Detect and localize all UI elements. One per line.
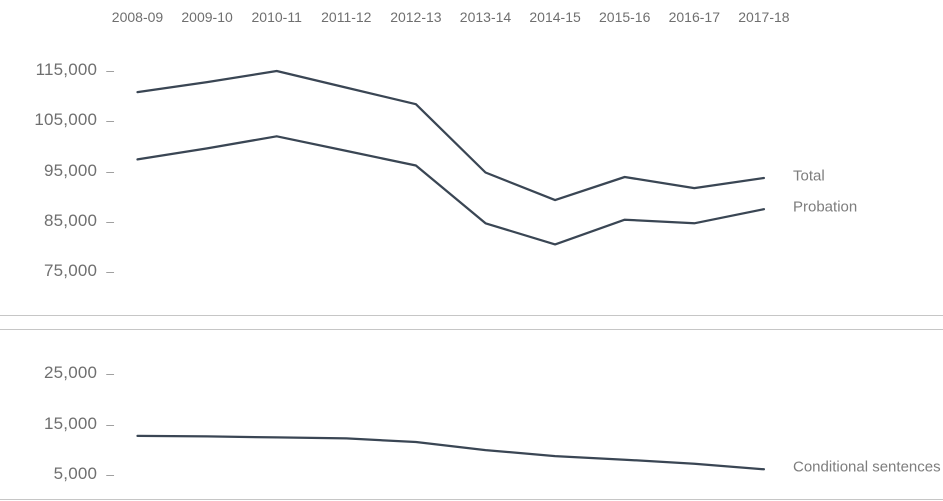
- x-axis-label: 2016-17: [668, 9, 720, 25]
- x-axis-label: 2013-14: [459, 9, 512, 25]
- y-axis-tick: 85,000–: [0, 211, 114, 231]
- y-axis-tick: 15,000–: [0, 414, 114, 434]
- x-axis-label: 2012-13: [390, 9, 442, 25]
- series-line-total: [136, 69, 766, 202]
- y-axis-tick-label: 5,000: [53, 464, 98, 484]
- x-axis-label: 2014-15: [529, 9, 581, 25]
- y-axis-tick-label: 75,000: [44, 261, 98, 280]
- y-axis-tick-mark: –: [106, 466, 114, 483]
- series-label-conditional-sentences: Conditional sentences: [793, 458, 941, 476]
- y-axis-tick: 115,000–: [0, 60, 114, 80]
- y-axis-tick: 95,000–: [0, 161, 114, 181]
- y-axis-tick: 105,000–: [0, 110, 114, 130]
- x-axis-label: 2015-16: [598, 9, 651, 25]
- x-axis-label: 2017-18: [738, 9, 790, 25]
- y-axis-tick-mark: –: [106, 212, 114, 229]
- panel-divider-line-upper: [0, 315, 943, 317]
- series-label-total: Total: [793, 167, 825, 185]
- y-axis-tick-label: 105,000: [34, 110, 98, 130]
- y-axis-tick-mark: –: [106, 365, 114, 382]
- y-axis-tick-mark: –: [106, 263, 114, 279]
- y-axis-tick-mark: –: [106, 62, 114, 78]
- y-axis-tick-label: 15,000: [44, 413, 98, 433]
- x-axis-label: 2010-11: [251, 9, 302, 25]
- x-axis-label: 2008-09: [111, 9, 164, 25]
- y-axis-tick: 25,000–: [0, 363, 114, 383]
- bottom-edge-line: [0, 499, 943, 501]
- panel-divider-line-lower: [0, 329, 943, 331]
- y-axis-tick-label: 95,000: [44, 160, 98, 180]
- series-line-probation: [136, 135, 766, 246]
- y-axis-tick-label: 85,000: [44, 210, 98, 230]
- y-axis-tick-label: 25,000: [44, 363, 98, 383]
- y-axis-tick-mark: –: [106, 415, 114, 432]
- y-axis-tick-mark: –: [106, 112, 114, 129]
- series-line-conditional-sentences: [136, 434, 766, 471]
- y-axis-tick-mark: –: [106, 162, 114, 179]
- y-axis-tick-label: 115,000: [35, 60, 98, 79]
- y-axis-tick: 75,000–: [0, 261, 114, 281]
- x-axis-label: 2011-12: [321, 9, 372, 25]
- x-axis-label: 2009-10: [181, 9, 233, 25]
- series-label-probation: Probation: [793, 198, 858, 216]
- y-axis-tick: 5,000–: [0, 464, 114, 484]
